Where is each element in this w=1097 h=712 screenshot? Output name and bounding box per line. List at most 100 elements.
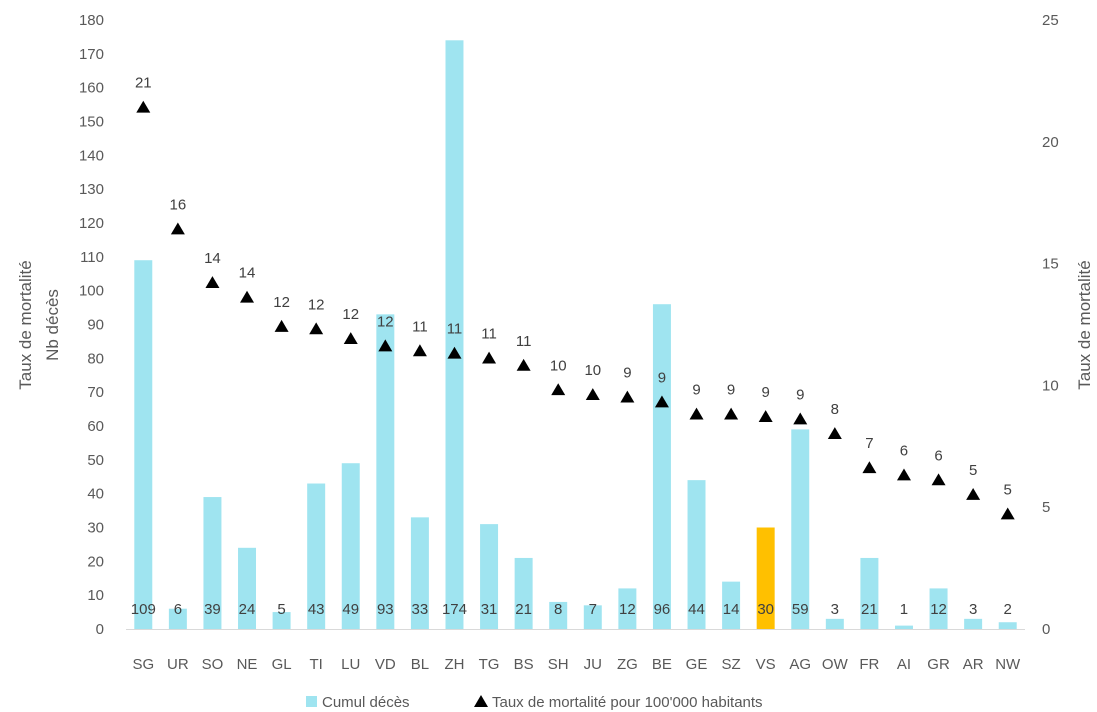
left-tick-label: 0 <box>96 621 104 638</box>
marker-data-label: 11 <box>516 333 532 350</box>
marker-data-label: 11 <box>481 326 497 343</box>
bar-data-label: 30 <box>757 601 774 618</box>
marker <box>654 395 669 408</box>
bar <box>756 527 775 629</box>
category-label: LU <box>341 656 360 673</box>
bar <box>583 605 602 629</box>
legend-label-markers: Taux de mortalité pour 100'000 habitants <box>492 694 763 711</box>
marker <box>931 473 946 486</box>
bar-data-label: 24 <box>239 601 256 618</box>
marker <box>827 427 842 440</box>
marker-data-label: 11 <box>412 318 428 335</box>
right-axis-title: Taux de mortalité <box>1075 260 1094 389</box>
marker-data-label: 11 <box>447 321 463 338</box>
left-tick-label: 120 <box>79 215 104 232</box>
bar <box>238 547 257 629</box>
category-label: SG <box>132 656 154 673</box>
bar <box>480 524 499 629</box>
right-tick-label: 15 <box>1042 256 1059 273</box>
category-label: JU <box>584 656 602 673</box>
bar-data-label: 3 <box>831 601 839 618</box>
bar <box>894 625 913 629</box>
marker <box>136 100 151 113</box>
bar <box>134 260 153 629</box>
marker <box>170 222 185 235</box>
marker <box>1000 507 1015 520</box>
marker <box>724 407 739 420</box>
marker <box>343 332 358 345</box>
marker-data-label: 21 <box>135 75 152 92</box>
left-tick-label: 70 <box>87 384 104 401</box>
legend-swatch-bars <box>306 696 317 707</box>
category-label: UR <box>167 656 189 673</box>
bar <box>410 517 429 629</box>
bar-series <box>134 40 1017 630</box>
marker-data-label: 9 <box>796 387 804 404</box>
marker <box>862 461 877 474</box>
category-label: BE <box>652 656 672 673</box>
marker <box>689 407 704 420</box>
bar <box>791 429 810 629</box>
left-tick-label: 30 <box>87 520 104 537</box>
category-label: SH <box>548 656 569 673</box>
category-label: NE <box>237 656 258 673</box>
left-tick-label: 50 <box>87 452 104 469</box>
bar-data-label: 2 <box>1004 601 1012 618</box>
bar-data-label: 8 <box>554 601 562 618</box>
bar <box>341 463 360 629</box>
marker-data-label: 10 <box>550 357 567 374</box>
left-axis-title: Taux de mortalité Nb décès <box>16 260 62 389</box>
bar-data-label: 12 <box>619 601 636 618</box>
left-axis-ticks: 0 10 20 30 40 50 60 70 80 90 100 110 120 130 140 150 160… <box>79 12 104 638</box>
marker-data-label: 7 <box>865 435 873 452</box>
category-label: BL <box>411 656 429 673</box>
marker-data-label: 9 <box>623 365 631 382</box>
marker <box>585 388 600 401</box>
category-label: OW <box>822 656 849 673</box>
marker-data-label: 9 <box>727 382 735 399</box>
category-label: SZ <box>722 656 741 673</box>
category-label: AG <box>789 656 811 673</box>
left-tick-label: 140 <box>79 147 104 164</box>
marker <box>966 488 981 500</box>
bar-data-label: 43 <box>308 601 325 618</box>
bar <box>203 497 222 629</box>
marker-data-label: 5 <box>1004 482 1012 499</box>
bar <box>618 588 637 629</box>
marker-data-label: 9 <box>692 382 700 399</box>
bar <box>168 608 187 629</box>
left-axis-title-line: Taux de mortalité <box>16 260 35 389</box>
bar-data-label: 33 <box>412 601 429 618</box>
category-label: ZH <box>444 656 464 673</box>
bar-data-label: 39 <box>204 601 221 618</box>
category-label: TI <box>310 656 323 673</box>
marker <box>240 290 255 303</box>
bar-data-label: 1 <box>900 601 908 618</box>
bar <box>687 480 706 629</box>
bar-data-label: 93 <box>377 601 394 618</box>
marker <box>274 319 289 332</box>
category-label: ZG <box>617 656 638 673</box>
marker <box>378 339 393 352</box>
marker-data-label: 12 <box>377 313 394 330</box>
right-axis-ticks: 0 5 10 15 20 25 <box>1042 12 1059 638</box>
left-tick-label: 110 <box>80 249 104 266</box>
category-label: FR <box>859 656 879 673</box>
bar-data-label: 59 <box>792 601 809 618</box>
category-label: AR <box>963 656 984 673</box>
right-tick-label: 20 <box>1042 134 1059 151</box>
bar <box>964 618 983 629</box>
marker-data-label: 5 <box>969 462 977 479</box>
marker <box>412 344 427 357</box>
marker <box>516 358 531 371</box>
left-tick-label: 100 <box>79 283 104 300</box>
bar-data-label: 7 <box>589 601 597 618</box>
category-labels: SG UR SO NE GL TI LU VD BL ZH TG BS SH JU ZG BE GE SZ VS AG… <box>132 656 1021 673</box>
marker <box>482 351 497 364</box>
category-label: AI <box>897 656 911 673</box>
bar-data-label: 96 <box>654 601 671 618</box>
bar <box>998 622 1017 629</box>
category-label: VS <box>756 656 776 673</box>
bar <box>307 483 326 629</box>
